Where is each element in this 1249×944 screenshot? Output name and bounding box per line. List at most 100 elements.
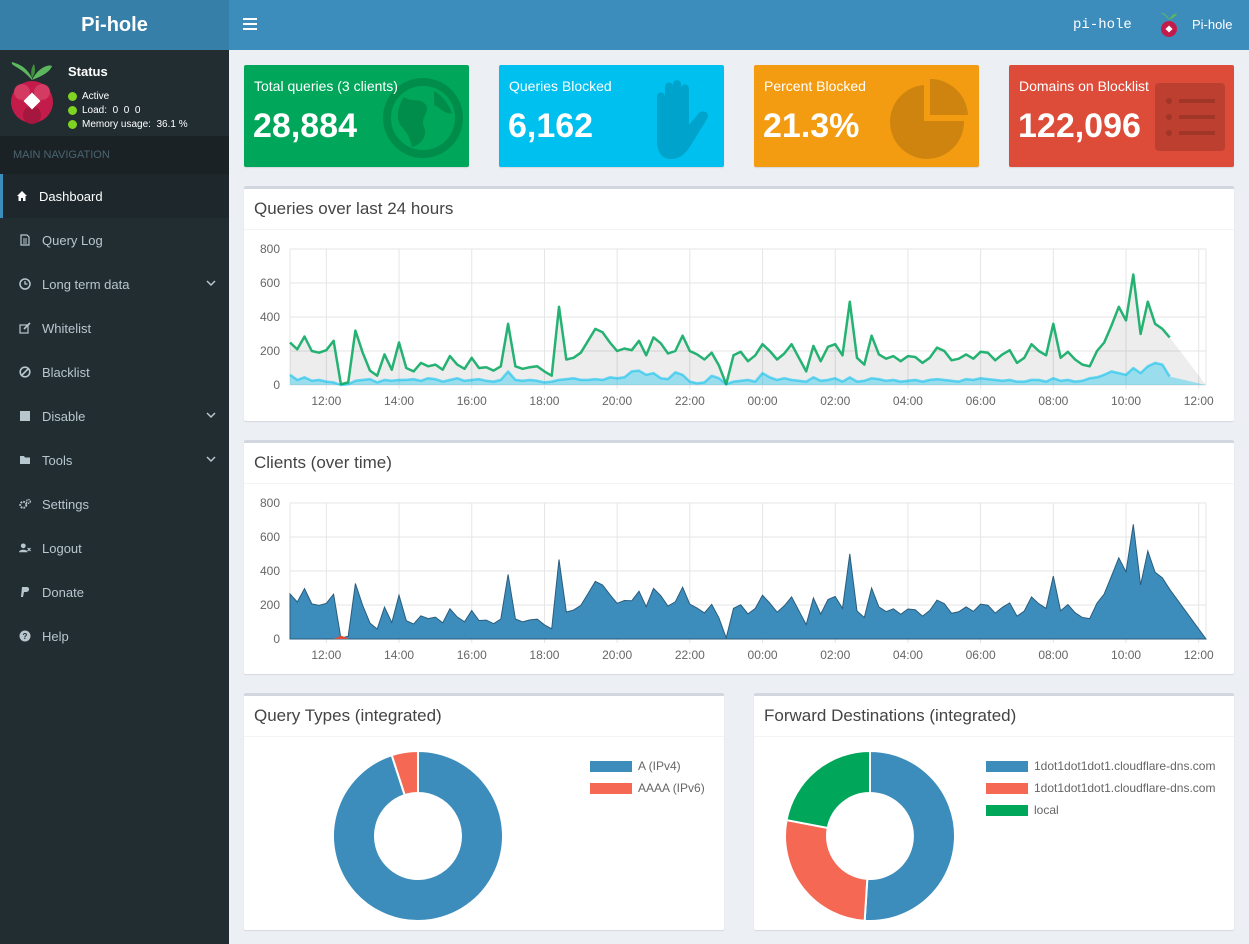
x-tick-label: 18:00 (529, 394, 559, 408)
user-avatar-icon[interactable] (1159, 12, 1179, 38)
donut-slice[interactable] (784, 818, 869, 922)
user-menu[interactable]: Pi-hole (1192, 17, 1233, 32)
y-tick-label: 200 (260, 344, 280, 358)
query-types-panel: Query Types (integrated) A (IPv4) AAAA (… (244, 693, 724, 930)
panel-title: Clients (over time) (244, 443, 1234, 484)
x-tick-label: 00:00 (748, 648, 778, 662)
user-times-icon (19, 542, 31, 554)
legend-item[interactable]: A (IPv4) (590, 759, 681, 773)
legend-label: local (1034, 803, 1059, 817)
nav-label: Donate (42, 584, 84, 600)
clients-over-time-chart[interactable]: 800 600 400 200 0 12:00 14:00 16:00 18:00 20:00 22… (244, 487, 1234, 677)
sidebar: Pi-hole Status Active Load: 0 0 0 Memory… (0, 0, 229, 944)
nav-disable[interactable]: Disable (0, 394, 229, 438)
forward-destinations-panel: Forward Destinations (integrated) 1dot1d… (754, 693, 1234, 930)
legend-item[interactable]: 1dot1dot1dot1.cloudflare-dns.com (986, 759, 1215, 773)
status-dot-icon (68, 92, 77, 101)
y-tick-label: 0 (273, 378, 280, 392)
status-memory: Memory usage: 36.1 % (68, 119, 188, 130)
queries-over-time-chart[interactable]: 800 600 400 200 0 12:00 14:00 16:00 18:00 20:00 22… (244, 233, 1234, 423)
nav-label: Disable (42, 408, 86, 424)
x-tick-label: 00:00 (748, 394, 778, 408)
user-panel: Status Active Load: 0 0 0 Memory usage: … (0, 50, 229, 136)
globe-icon (383, 78, 463, 158)
legend-swatch (590, 760, 632, 772)
donut-slice[interactable] (332, 749, 504, 922)
nav-label: Dashboard (39, 188, 103, 204)
nav-long-term-data[interactable]: Long term data (0, 262, 229, 306)
stat-value: 122,096 (1018, 107, 1141, 145)
x-tick-label: 16:00 (457, 648, 487, 662)
queries-over-time-panel: Queries over last 24 hours 800 600 400 200 0… (244, 186, 1234, 421)
raspberry-pi-logo (11, 62, 53, 124)
y-tick-label: 200 (260, 598, 280, 612)
folder-icon (19, 454, 31, 466)
x-tick-label: 14:00 (384, 394, 414, 408)
nav-query-log[interactable]: Query Log (0, 218, 229, 262)
nav-label: Whitelist (42, 320, 92, 336)
panel-title: Queries over last 24 hours (244, 189, 1234, 230)
stat-label: Percent Blocked (764, 78, 866, 94)
stat-label: Domains on Blocklist (1019, 78, 1149, 94)
stat-queries-blocked[interactable]: Queries Blocked 6,162 (499, 65, 724, 167)
ban-icon (19, 366, 31, 378)
nav-donate[interactable]: Donate (0, 570, 229, 614)
x-tick-label: 14:00 (384, 648, 414, 662)
stat-domains-blocklist[interactable]: Domains on Blocklist 122,096 (1009, 65, 1234, 167)
client-minor-area (333, 635, 349, 639)
forward-destinations-donut[interactable] (754, 740, 1234, 930)
y-tick-label: 400 (260, 310, 280, 324)
list-icon (1155, 83, 1225, 151)
x-tick-label: 20:00 (602, 648, 632, 662)
stop-icon (19, 410, 31, 422)
status-load-text: Load: 0 0 0 (82, 105, 141, 116)
y-tick-label: 800 (260, 242, 280, 256)
y-tick-label: 0 (273, 632, 280, 646)
status-dot-icon (68, 120, 77, 129)
x-tick-label: 10:00 (1111, 394, 1141, 408)
nav-header: MAIN NAVIGATION (0, 136, 229, 174)
status-active-text: Active (82, 91, 110, 102)
stat-value: 28,884 (253, 107, 357, 145)
hand-icon (657, 80, 709, 159)
y-tick-label: 400 (260, 564, 280, 578)
permitted-area (290, 274, 1206, 385)
legend-swatch (986, 760, 1028, 772)
x-tick-label: 20:00 (602, 394, 632, 408)
status-load: Load: 0 0 0 (68, 105, 140, 116)
stat-value: 6,162 (508, 107, 594, 145)
legend-label: 1dot1dot1dot1.cloudflare-dns.com (1034, 781, 1216, 795)
legend-label: A (IPv4) (638, 759, 681, 773)
file-icon (19, 234, 31, 246)
clock-icon (19, 278, 31, 290)
legend-item[interactable]: local (986, 803, 1059, 817)
logo[interactable]: Pi-hole (0, 0, 229, 50)
stat-value: 21.3% (763, 107, 860, 145)
legend-item[interactable]: AAAA (IPv6) (590, 781, 705, 795)
legend-item[interactable]: 1dot1dot1dot1.cloudflare-dns.com (986, 781, 1215, 795)
hamburger-menu-icon[interactable] (243, 18, 257, 30)
gears-icon (19, 498, 31, 510)
top-navbar: pi-hole Pi-hole (229, 0, 1249, 50)
stat-percent-blocked[interactable]: Percent Blocked 21.3% (754, 65, 979, 167)
pie-chart-icon (890, 79, 968, 159)
nav-blacklist[interactable]: Blacklist (0, 350, 229, 394)
nav-help[interactable]: ? Help (0, 614, 229, 658)
status-dot-icon (68, 106, 77, 115)
donut-slice[interactable] (863, 749, 956, 922)
nav-whitelist[interactable]: Whitelist (0, 306, 229, 350)
nav-tools[interactable]: Tools (0, 438, 229, 482)
x-tick-label: 06:00 (966, 648, 996, 662)
query-types-donut[interactable] (244, 740, 724, 930)
donut-slice[interactable] (785, 749, 871, 830)
stat-total-queries[interactable]: Total queries (3 clients) 28,884 (244, 65, 469, 167)
nav-settings[interactable]: Settings (0, 482, 229, 526)
x-tick-label: 12:00 (311, 648, 341, 662)
x-tick-label: 22:00 (675, 648, 705, 662)
nav-logout[interactable]: Logout (0, 526, 229, 570)
nav-label: Blacklist (42, 364, 90, 380)
donut-slice[interactable] (390, 749, 419, 797)
logo-text: Pi-hole (81, 13, 148, 36)
x-tick-label: 10:00 (1111, 648, 1141, 662)
nav-dashboard[interactable]: Dashboard (0, 174, 229, 218)
